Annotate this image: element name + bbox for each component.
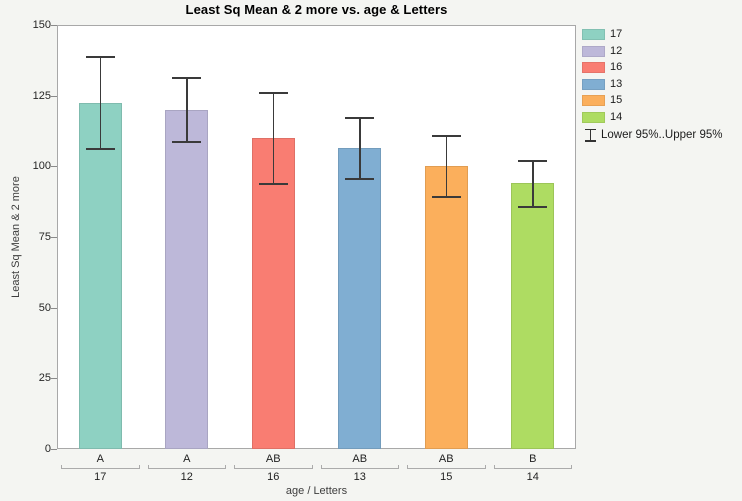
age-label-13: 13 [353,471,366,483]
age-label-12: 12 [180,471,193,483]
y-tick-label-50: 50 [38,301,51,314]
y-tick-label-100: 100 [32,160,51,173]
age-label-17: 17 [94,471,107,483]
y-tick-mark-50 [51,307,57,309]
y-tick-mark-75 [51,237,57,238]
bar-17[interactable] [78,103,122,449]
legend-swatch-16[interactable] [582,62,605,74]
age-label-15: 15 [440,471,453,483]
bar-13[interactable] [338,148,382,449]
error-legend-label: Lower 95%..Upper 95% [601,128,723,141]
group-bracket-14 [493,465,572,469]
group-bracket-15 [407,465,486,469]
bar-14[interactable] [511,182,555,449]
error-legend-icon-cap-bottom [585,140,596,142]
error-bar-cap-upper-13 [345,117,375,120]
y-tick-label-0: 0 [44,443,51,455]
y-tick-mark-100 [51,166,57,168]
error-bar-stem-13 [359,118,361,180]
error-bar-stem-17 [99,56,101,150]
error-bar-cap-lower-12 [172,140,202,143]
error-bar-cap-lower-16 [258,183,288,186]
y-tick-mark-0 [51,449,57,450]
error-bar-cap-lower-15 [431,195,461,198]
error-legend-icon-cap-top [585,128,596,131]
error-bar-stem-16 [272,93,274,185]
letters-label-15: AB [438,453,454,465]
age-label-16: 16 [267,471,280,483]
bar-15[interactable] [424,165,468,449]
y-tick-mark-25 [51,378,57,380]
legend-swatch-13[interactable] [582,78,605,90]
error-bar-cap-upper-16 [258,92,288,95]
error-bar-cap-upper-17 [85,55,115,58]
error-bar-cap-upper-12 [172,77,202,80]
y-tick-label-25: 25 [38,372,51,385]
plot-area[interactable] [57,25,576,449]
letters-label-14: B [529,453,537,465]
legend-swatch-14[interactable] [582,112,605,123]
letters-label-16: AB [265,453,281,465]
error-bar-stem-15 [445,135,447,197]
y-tick-mark-150 [51,25,57,26]
group-bracket-13 [320,465,399,469]
legend-label-13: 13 [610,77,623,90]
y-tick-label-125: 125 [32,89,51,102]
group-bracket-16 [234,465,313,469]
legend-label-12: 12 [610,44,623,57]
group-bracket-17 [61,465,140,469]
legend-label-14: 14 [610,111,623,123]
legend-swatch-15[interactable] [582,95,605,107]
letters-label-12: A [183,453,191,465]
bar-12[interactable] [165,110,209,449]
letters-label-17: A [96,453,104,465]
legend-swatch-17[interactable] [582,29,605,40]
group-bracket-12 [147,465,226,469]
error-bar-stem-12 [186,78,188,142]
chart-title: Least Sq Mean & 2 more vs. age & Letters [185,2,448,17]
error-bar-cap-lower-14 [518,205,548,208]
error-bar-cap-upper-15 [431,134,461,137]
letters-label-13: AB [352,453,368,465]
error-bar-cap-lower-17 [85,148,115,151]
legend-label-15: 15 [610,94,623,107]
legend-label-17: 17 [610,28,623,40]
legend-label-16: 16 [610,61,623,74]
error-legend-icon-stem [589,128,591,142]
age-label-14: 14 [526,471,539,483]
y-tick-label-75: 75 [38,231,51,243]
bar-16[interactable] [251,137,295,449]
y-tick-mark-125 [51,95,57,97]
error-bar-cap-upper-14 [518,159,548,162]
error-bar-cap-lower-13 [345,178,375,181]
error-bar-stem-14 [532,160,534,207]
x-axis-label: age / Letters [285,485,348,497]
legend-swatch-12[interactable] [582,45,605,57]
y-tick-label-150: 150 [32,19,51,31]
